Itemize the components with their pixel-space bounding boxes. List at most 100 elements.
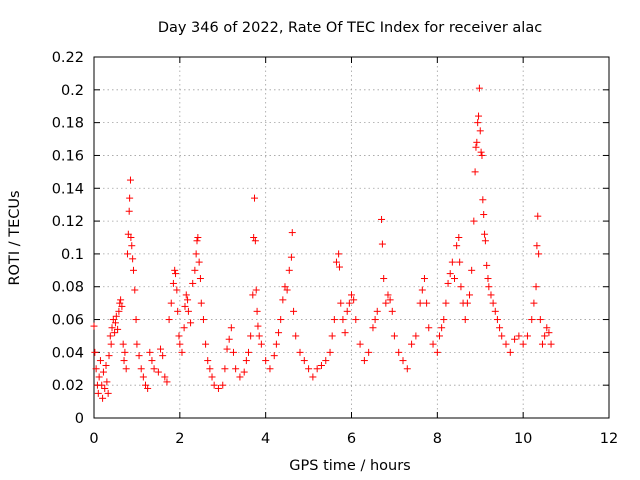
data-point [150, 365, 158, 373]
data-point [395, 348, 403, 356]
data-point [187, 319, 195, 327]
data-point [543, 324, 551, 332]
data-point [475, 112, 483, 120]
data-point [345, 299, 353, 307]
data-point [163, 378, 171, 386]
data-point [204, 357, 212, 365]
data-point [352, 316, 360, 324]
data-point [489, 299, 497, 307]
data-point [214, 384, 222, 392]
data-point [384, 291, 392, 299]
data-point [360, 357, 368, 365]
data-point [245, 348, 252, 356]
data-point [511, 335, 519, 343]
data-point [159, 352, 167, 360]
data-point [157, 345, 165, 353]
data-point [240, 368, 248, 376]
data-point [125, 207, 133, 215]
data-point [131, 286, 139, 294]
data-point [257, 340, 265, 348]
data-point [106, 332, 114, 340]
data-point [242, 357, 250, 365]
y-tick-label: 0.06 [52, 313, 84, 329]
data-point [288, 229, 296, 237]
y-tick-label: 0.2 [61, 83, 84, 99]
data-point [105, 352, 113, 360]
data-point [487, 291, 495, 299]
data-point [115, 307, 123, 315]
data-point [225, 335, 233, 343]
data-point [541, 332, 549, 340]
data-point [448, 258, 456, 266]
data-point [223, 345, 231, 353]
data-point [275, 329, 283, 337]
data-point [330, 316, 338, 324]
y-tick-label: 0.16 [52, 148, 84, 164]
data-point [442, 299, 450, 307]
data-point [350, 296, 358, 304]
x-axis-label: GPS time / hours [289, 458, 410, 474]
data-point [313, 365, 321, 373]
data-point [481, 230, 489, 238]
data-point [272, 340, 280, 348]
y-tick-label: 0.02 [52, 378, 84, 394]
data-point [328, 332, 336, 340]
data-point [172, 270, 180, 278]
data-point [440, 316, 448, 324]
data-point [196, 275, 204, 283]
data-point [247, 332, 255, 340]
data-point [515, 332, 523, 340]
x-tick-label: 4 [261, 431, 270, 447]
data-point [251, 237, 259, 245]
grid [94, 57, 609, 418]
data-point [176, 340, 184, 348]
data-point [493, 316, 501, 324]
x-tick-label: 2 [175, 431, 184, 447]
data-point [111, 319, 119, 327]
y-tick-label: 0.14 [52, 181, 84, 197]
data-point [123, 250, 131, 258]
data-point [174, 307, 182, 315]
data-point [408, 340, 416, 348]
data-point [496, 324, 504, 332]
data-point [175, 332, 183, 340]
data-point [532, 283, 540, 291]
data-point [114, 325, 122, 333]
data-point [229, 348, 237, 356]
data-point [380, 275, 388, 283]
data-point [137, 365, 145, 373]
data-point [420, 275, 428, 283]
data-point [502, 340, 510, 348]
data-point [279, 296, 287, 304]
data-point [126, 176, 134, 184]
data-point [99, 368, 107, 376]
x-tick-label: 6 [347, 431, 356, 447]
data-point [423, 299, 431, 307]
data-point [112, 312, 120, 320]
data-point [341, 329, 349, 337]
data-point [132, 316, 140, 324]
data-point [135, 352, 143, 360]
data-point [236, 373, 244, 381]
data-point [472, 143, 480, 151]
data-point [403, 365, 411, 373]
data-point [390, 332, 398, 340]
data-point [530, 299, 538, 307]
data-point [255, 332, 263, 340]
data-point [290, 307, 298, 315]
data-point [127, 234, 135, 241]
data-point [167, 299, 175, 307]
chart-title: Day 346 of 2022, Rate Of TEC Index for r… [158, 20, 542, 36]
data-point [195, 258, 203, 266]
data-point [227, 324, 235, 332]
data-point [476, 127, 484, 135]
data-point [484, 275, 492, 283]
y-tick-label: 0.12 [52, 214, 84, 230]
data-point [498, 332, 506, 340]
data-point [189, 279, 197, 287]
data-point [433, 348, 441, 356]
data-point [139, 373, 147, 381]
data-point [254, 322, 262, 330]
data-point [479, 196, 487, 204]
